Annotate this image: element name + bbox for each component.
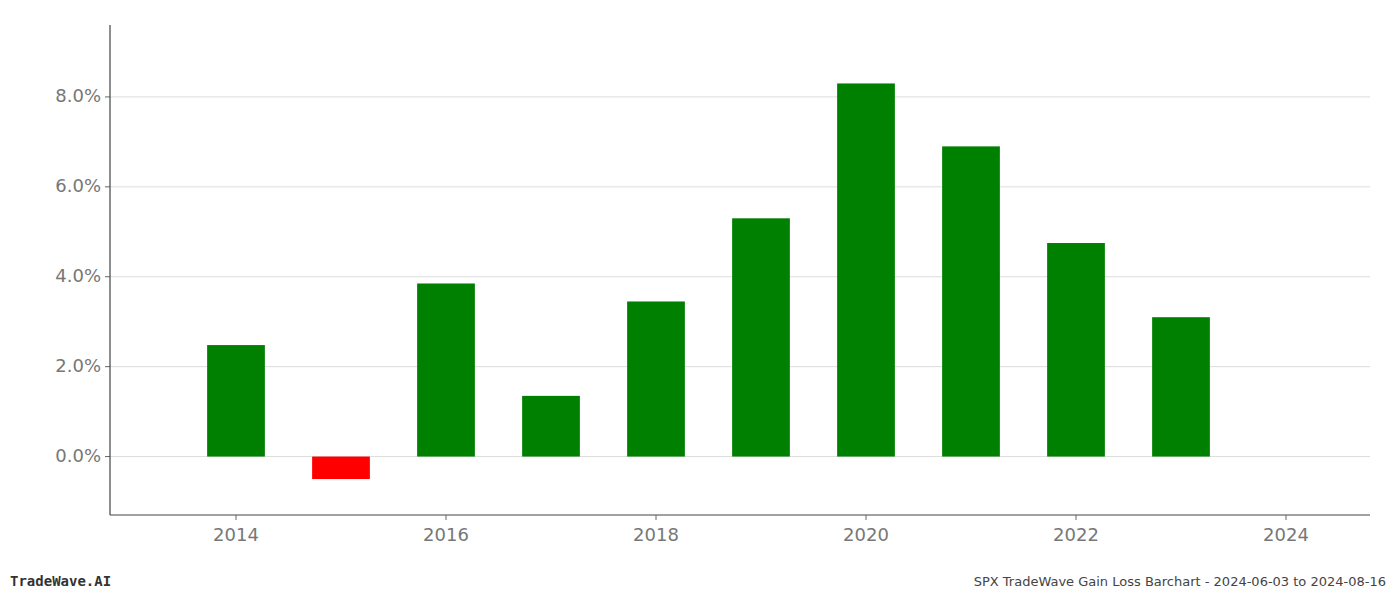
bar <box>942 146 1000 456</box>
y-tick <box>105 456 110 457</box>
x-axis-line <box>110 514 1370 515</box>
y-tick-label: 6.0% <box>55 175 101 196</box>
x-tick-label: 2020 <box>843 524 889 545</box>
y-tick <box>105 276 110 277</box>
y-tick <box>105 186 110 187</box>
x-tick <box>1286 515 1287 520</box>
x-tick <box>866 515 867 520</box>
x-axis: 2014 2016 2018 2020 2022 2024 <box>213 515 1309 545</box>
x-tick <box>446 515 447 520</box>
bar <box>522 396 580 457</box>
bar <box>1152 317 1210 456</box>
y-tick <box>105 96 110 97</box>
chart-container: 0.0% 2.0% 4.0% 6.0% 8.0% 2014 2016 2018 2020 2022… <box>0 0 1400 600</box>
y-tick-label: 4.0% <box>55 265 101 286</box>
bar <box>732 218 790 456</box>
x-tick-label: 2022 <box>1053 524 1099 545</box>
y-tick-label: 8.0% <box>55 85 101 106</box>
chart-svg: 0.0% 2.0% 4.0% 6.0% 8.0% 2014 2016 2018 2020 2022… <box>0 0 1400 600</box>
grid <box>110 97 1370 457</box>
x-tick <box>656 515 657 520</box>
bar <box>207 345 265 456</box>
x-tick-label: 2018 <box>633 524 679 545</box>
y-tick <box>105 366 110 367</box>
y-tick-label: 2.0% <box>55 355 101 376</box>
bar <box>837 83 895 456</box>
x-tick <box>236 515 237 520</box>
y-tick-label: 0.0% <box>55 445 101 466</box>
bar <box>627 301 685 456</box>
title: SPX TradeWave Gain Loss Barchart - 2024-… <box>974 574 1386 589</box>
y-axis: 0.0% 2.0% 4.0% 6.0% 8.0% <box>55 85 110 466</box>
y-axis-line <box>109 25 110 515</box>
x-tick-label: 2014 <box>213 524 259 545</box>
grid-line <box>110 186 1370 187</box>
bar <box>417 283 475 456</box>
x-tick <box>1076 515 1077 520</box>
bar <box>312 457 370 479</box>
axes <box>110 25 1370 515</box>
x-tick-label: 2016 <box>423 524 469 545</box>
watermark: TradeWave.AI <box>10 573 111 589</box>
bars <box>207 83 1210 479</box>
x-tick-label: 2024 <box>1263 524 1309 545</box>
bar <box>1047 243 1105 457</box>
grid-line <box>110 96 1370 97</box>
